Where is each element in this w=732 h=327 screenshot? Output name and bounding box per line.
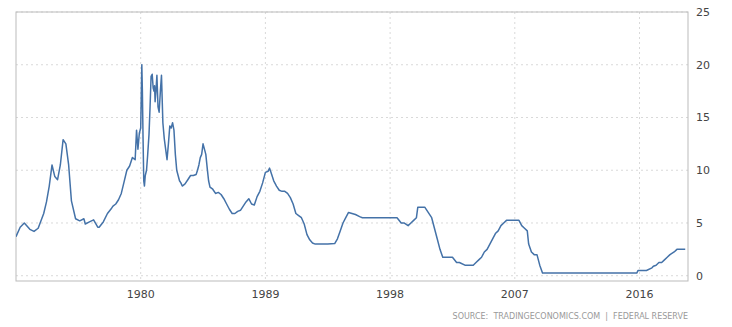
y-grid-line xyxy=(16,222,688,223)
line xyxy=(16,65,685,273)
background xyxy=(0,0,732,327)
x-grid-line xyxy=(265,12,266,281)
grid xyxy=(16,12,688,281)
y-tick-label: 0 xyxy=(696,270,703,283)
x-grid-line xyxy=(639,12,640,281)
source-note: SOURCE: TRADINGECONOMICS.COM | FEDERAL R… xyxy=(453,312,688,321)
plot-frame xyxy=(16,12,688,281)
y-grid-line xyxy=(16,170,688,171)
y-tick-label: 20 xyxy=(696,59,710,72)
x-grid-line xyxy=(514,12,515,281)
x-grid-line xyxy=(390,12,391,281)
y-tick-label: 5 xyxy=(696,217,703,230)
y-tick-label: 15 xyxy=(696,111,710,124)
x-tick-label: 1998 xyxy=(376,288,404,301)
y-grid-line xyxy=(16,117,688,118)
x-tick-label: 1980 xyxy=(127,288,155,301)
x-tick-label: 2016 xyxy=(626,288,654,301)
y-grid-line xyxy=(16,64,688,65)
x-tick-label: 2007 xyxy=(501,288,529,301)
y-grid-line xyxy=(16,275,688,276)
y-tick-label: 10 xyxy=(696,164,710,177)
axes: 0 5 10 15 20 25 1980 1989 1998 2007 2016 xyxy=(16,6,710,301)
chart: 0 5 10 15 20 25 1980 1989 1998 2007 2016 SOURCE: TR… xyxy=(0,0,732,327)
y-tick-label: 25 xyxy=(696,6,710,19)
x-grid-line xyxy=(140,12,141,281)
plot-area xyxy=(16,65,685,273)
x-tick-label: 1989 xyxy=(251,288,279,301)
